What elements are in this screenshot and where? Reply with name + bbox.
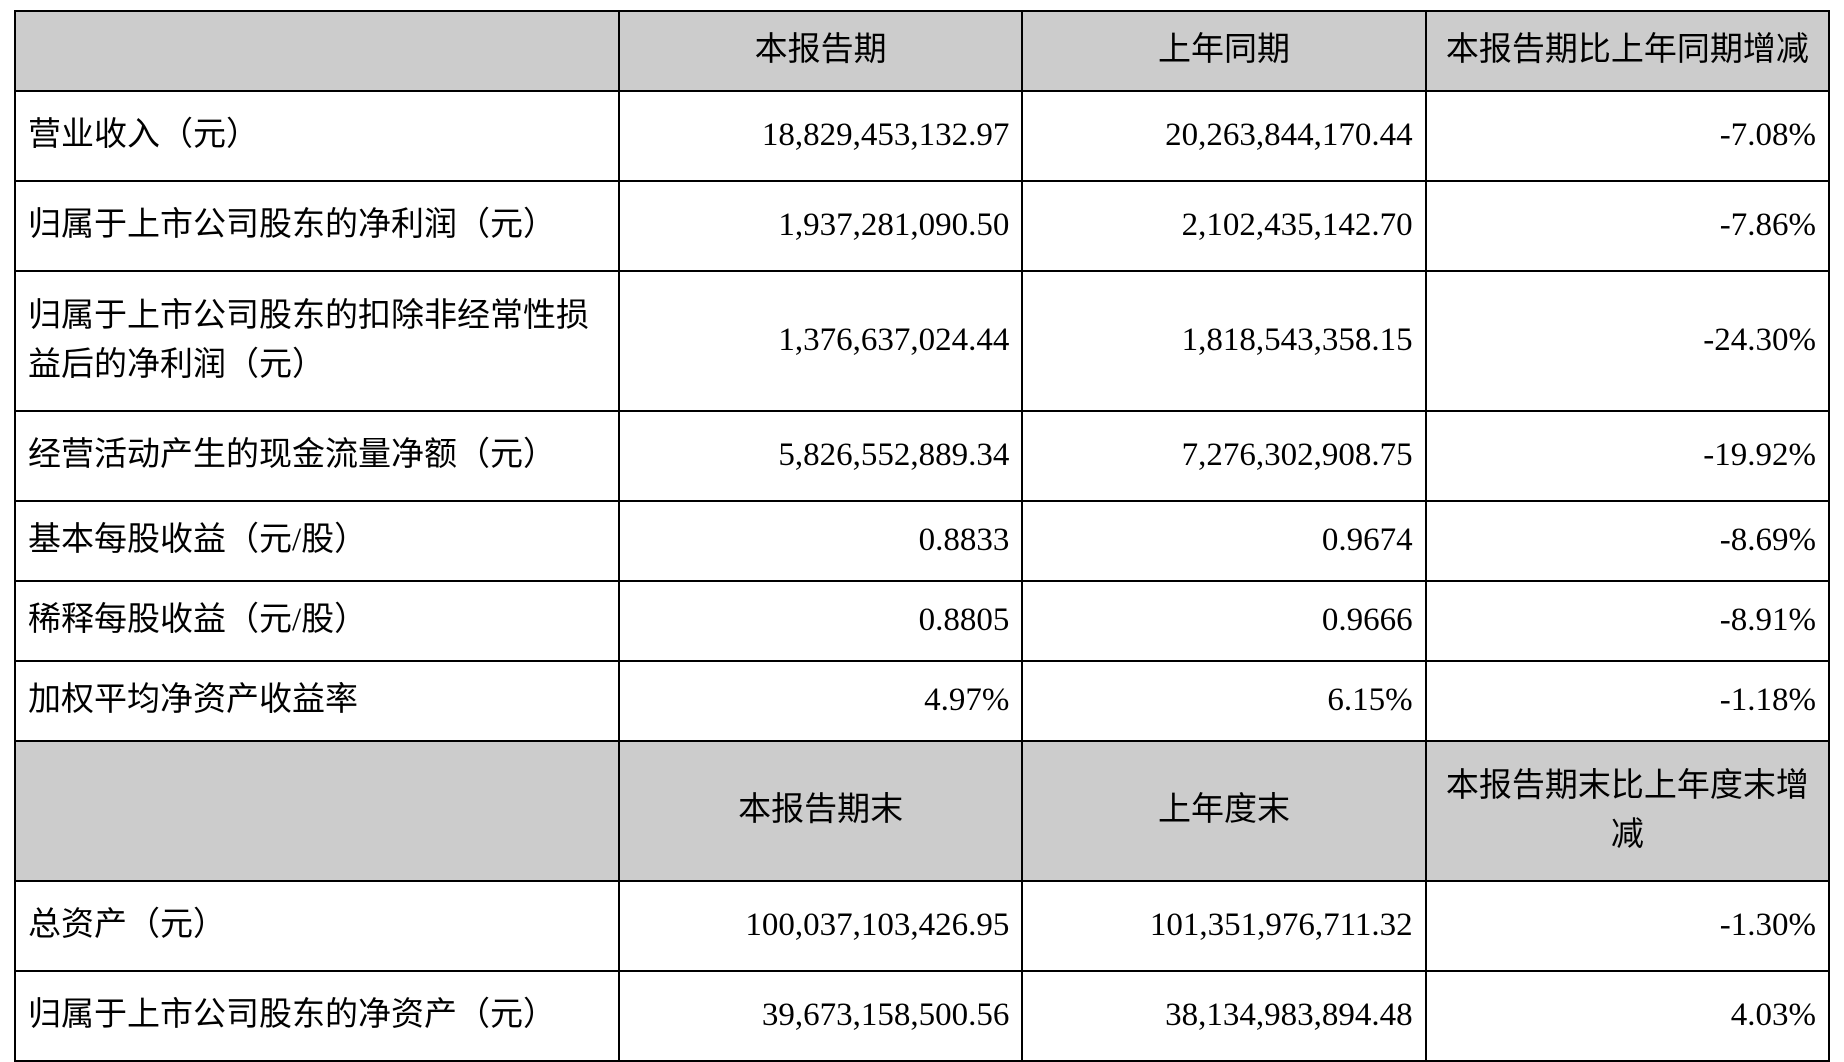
header-current-end: 本报告期末 <box>619 741 1022 881</box>
table-header-row: 本报告期 上年同期 本报告期比上年同期增减 <box>15 11 1829 91</box>
header-blank <box>15 741 619 881</box>
row-delta: -7.86% <box>1426 181 1829 271</box>
table-row: 归属于上市公司股东的扣除非经常性损益后的净利润（元） 1,376,637,024… <box>15 271 1829 411</box>
table-row: 营业收入（元） 18,829,453,132.97 20,263,844,170… <box>15 91 1829 181</box>
row-prev: 7,276,302,908.75 <box>1022 411 1425 501</box>
table-header-row: 本报告期末 上年度末 本报告期末比上年度末增减 <box>15 741 1829 881</box>
row-current: 0.8833 <box>619 501 1022 581</box>
row-label: 基本每股收益（元/股） <box>15 501 619 581</box>
header-change-pct: 本报告期比上年同期增减 <box>1426 11 1829 91</box>
table-row: 归属于上市公司股东的净资产（元） 39,673,158,500.56 38,13… <box>15 971 1829 1061</box>
row-current: 100,037,103,426.95 <box>619 881 1022 971</box>
row-current: 39,673,158,500.56 <box>619 971 1022 1061</box>
row-delta: -8.91% <box>1426 581 1829 661</box>
row-delta: -7.08% <box>1426 91 1829 181</box>
row-prev: 0.9666 <box>1022 581 1425 661</box>
row-prev: 0.9674 <box>1022 501 1425 581</box>
row-current: 1,376,637,024.44 <box>619 271 1022 411</box>
row-prev: 1,818,543,358.15 <box>1022 271 1425 411</box>
row-delta: -24.30% <box>1426 271 1829 411</box>
row-label: 加权平均净资产收益率 <box>15 661 619 741</box>
table-row: 归属于上市公司股东的净利润（元） 1,937,281,090.50 2,102,… <box>15 181 1829 271</box>
table-row: 总资产（元） 100,037,103,426.95 101,351,976,71… <box>15 881 1829 971</box>
table-row: 基本每股收益（元/股） 0.8833 0.9674 -8.69% <box>15 501 1829 581</box>
header-end-change-pct: 本报告期末比上年度末增减 <box>1426 741 1829 881</box>
table-row: 加权平均净资产收益率 4.97% 6.15% -1.18% <box>15 661 1829 741</box>
header-blank <box>15 11 619 91</box>
row-label: 归属于上市公司股东的净资产（元） <box>15 971 619 1061</box>
header-prior-period: 上年同期 <box>1022 11 1425 91</box>
row-prev: 101,351,976,711.32 <box>1022 881 1425 971</box>
row-current: 1,937,281,090.50 <box>619 181 1022 271</box>
row-label: 归属于上市公司股东的净利润（元） <box>15 181 619 271</box>
row-current: 5,826,552,889.34 <box>619 411 1022 501</box>
row-delta: -19.92% <box>1426 411 1829 501</box>
row-prev: 6.15% <box>1022 661 1425 741</box>
row-delta: 4.03% <box>1426 971 1829 1061</box>
row-current: 18,829,453,132.97 <box>619 91 1022 181</box>
row-delta: -8.69% <box>1426 501 1829 581</box>
row-label: 稀释每股收益（元/股） <box>15 581 619 661</box>
row-prev: 20,263,844,170.44 <box>1022 91 1425 181</box>
row-delta: -1.30% <box>1426 881 1829 971</box>
row-prev: 38,134,983,894.48 <box>1022 971 1425 1061</box>
row-current: 0.8805 <box>619 581 1022 661</box>
financial-table: 本报告期 上年同期 本报告期比上年同期增减 营业收入（元） 18,829,453… <box>14 10 1830 1062</box>
row-delta: -1.18% <box>1426 661 1829 741</box>
table-row: 经营活动产生的现金流量净额（元） 5,826,552,889.34 7,276,… <box>15 411 1829 501</box>
header-prior-year-end: 上年度末 <box>1022 741 1425 881</box>
row-label: 总资产（元） <box>15 881 619 971</box>
row-label: 营业收入（元） <box>15 91 619 181</box>
row-label: 归属于上市公司股东的扣除非经常性损益后的净利润（元） <box>15 271 619 411</box>
table-row: 稀释每股收益（元/股） 0.8805 0.9666 -8.91% <box>15 581 1829 661</box>
row-label: 经营活动产生的现金流量净额（元） <box>15 411 619 501</box>
row-prev: 2,102,435,142.70 <box>1022 181 1425 271</box>
row-current: 4.97% <box>619 661 1022 741</box>
header-current-period: 本报告期 <box>619 11 1022 91</box>
